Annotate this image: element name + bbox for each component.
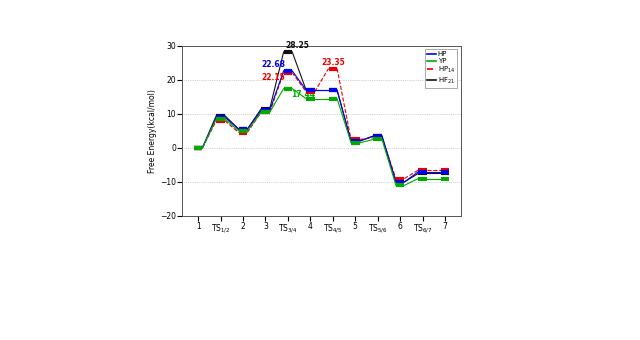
Legend: HP, YP, HP$_{14}$, HF$_{21}$: HP, YP, HP$_{14}$, HF$_{21}$ — [425, 49, 458, 88]
Text: 22.15: 22.15 — [261, 73, 285, 82]
Text: 22.68: 22.68 — [261, 61, 285, 69]
Text: 17.44: 17.44 — [291, 90, 315, 99]
Text: 23.35: 23.35 — [321, 58, 345, 67]
Text: 28.25: 28.25 — [285, 41, 310, 50]
Y-axis label: Free Energy(kcal/mol): Free Energy(kcal/mol) — [148, 89, 157, 173]
